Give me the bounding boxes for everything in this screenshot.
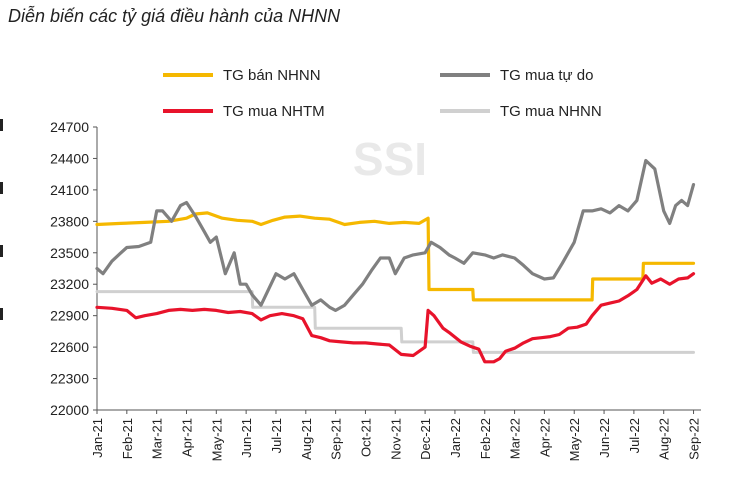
x-tick-label: May-22 xyxy=(567,418,582,461)
x-tick-label: Aug-22 xyxy=(657,418,672,460)
x-tick-label: Feb-22 xyxy=(478,418,493,459)
y-tick-label: 22600 xyxy=(50,339,89,355)
x-tick-label: Oct-21 xyxy=(358,418,373,457)
x-tick-label: Jun-22 xyxy=(597,418,612,458)
series-line-3 xyxy=(95,290,695,354)
cropped-axis-label-fragment xyxy=(0,308,3,320)
x-tick-label: Apr-21 xyxy=(179,418,194,457)
x-tick-label: Mar-21 xyxy=(150,418,165,459)
legend-label: TG bán NHNN xyxy=(223,67,321,84)
x-tick-label: Jul-21 xyxy=(269,418,284,453)
series-line-1 xyxy=(95,158,696,312)
x-tick-label: Jan-21 xyxy=(90,418,105,458)
x-tick-label: Sep-22 xyxy=(687,418,702,460)
x-tick-label: Jan-22 xyxy=(448,418,463,458)
x-tick-label: Apr-22 xyxy=(537,418,552,457)
x-tick-label: Nov-21 xyxy=(388,418,403,460)
x-tick-label: Aug-21 xyxy=(299,418,314,460)
chart-title: Diễn biến các tỷ giá điều hành của NHNN xyxy=(8,6,341,26)
cropped-axis-label-fragment xyxy=(0,182,3,194)
y-tick-label: 23200 xyxy=(50,276,89,292)
x-tick-label: Dec-21 xyxy=(418,418,433,460)
cropped-axis-label-fragment xyxy=(0,245,3,257)
legend-label: TG mua tự do xyxy=(500,67,593,84)
x-tick-label: May-21 xyxy=(209,418,224,461)
y-tick-label: 24700 xyxy=(50,119,89,135)
legend-label: TG mua NHNN xyxy=(500,103,602,120)
series-line-2 xyxy=(95,272,696,364)
series-line-0 xyxy=(95,211,696,302)
y-tick-label: 22300 xyxy=(50,371,89,387)
y-tick-label: 22000 xyxy=(50,402,89,418)
y-tick-label: 23800 xyxy=(50,213,89,229)
y-tick-label: 23500 xyxy=(50,245,89,261)
x-tick-label: Sep-21 xyxy=(329,418,344,460)
x-tick-label: Jun-21 xyxy=(239,418,254,458)
legend-label: TG mua NHTM xyxy=(223,103,325,120)
y-tick-label: 24400 xyxy=(50,150,89,166)
watermark-text: SSI xyxy=(353,133,427,185)
x-tick-label: Feb-21 xyxy=(120,418,135,459)
x-tick-label: Jul-22 xyxy=(627,418,642,453)
y-tick-label: 22900 xyxy=(50,308,89,324)
y-tick-label: 24100 xyxy=(50,182,89,198)
x-tick-label: Mar-22 xyxy=(508,418,523,459)
cropped-axis-label-fragment xyxy=(0,119,3,131)
